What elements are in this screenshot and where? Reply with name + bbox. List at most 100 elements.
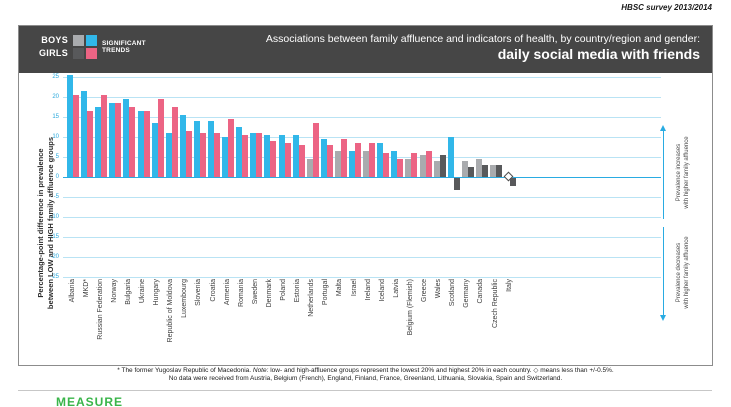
legend-swatch-girls-significant [86,48,98,59]
gridline [63,77,661,78]
increase-arrow-icon [660,125,666,131]
y-tick-label: -25 [50,273,59,280]
decrease-annotation: Prevalence decreases with higher family … [675,225,692,320]
x-axis-label-wales: Wales [435,279,443,299]
decrease-annotation-line1: Prevalence decreases [676,242,682,303]
footnote-line1-part1: * The former Yugoslav Republic of Macedo… [117,367,253,374]
x-axis-label-luxembourg: Luxembourg [181,279,189,318]
legend: BOYS GIRLS SIGNIFICANT TRENDS [39,35,146,59]
bar-boys-mkd [81,91,88,177]
bar-boys-bulgaria [123,99,130,177]
bar-boys-ireland [363,151,370,177]
decrease-arrow-shaft [663,227,664,315]
bar-boys-greece [419,155,426,177]
x-axis-label-czech-republic: Czech Republic [491,279,499,329]
legend-significant-label: SIGNIFICANT TRENDS [102,40,146,55]
gridline [63,197,661,198]
bar-girls-luxembourg [185,131,192,177]
x-axis-label-iceland: Iceland [378,279,386,302]
zero-axis-line [63,177,661,178]
decrease-arrow-icon [660,315,666,321]
legend-gender-labels: BOYS GIRLS [39,35,68,59]
bar-boys-canada [475,159,482,177]
x-axis-label-latvia: Latvia [392,279,400,298]
bar-boys-luxembourg [179,115,186,177]
x-axis-label-canada: Canada [477,279,485,304]
x-axis-label-belgium-flemish: Belgium (Flemish) [406,279,414,336]
gridline [63,277,661,278]
y-tick-label: -10 [50,213,59,220]
bar-boys-estonia [292,135,299,177]
gridline [63,117,661,118]
bar-boys-slovenia [193,121,200,177]
y-tick-label: 15 [52,113,59,120]
bar-girls-slovenia [199,133,206,177]
bar-girls-romania [242,135,249,177]
x-axis-label-ukraine: Ukraine [139,279,146,304]
bar-girls-greece [425,151,432,177]
bar-boys-republic-of-moldova [165,133,172,177]
legend-swatch-boys-significant [86,35,98,46]
x-axis-label-croatia: Croatia [209,279,217,302]
bar-boys-wales [433,161,440,177]
bar-boys-germany [461,161,468,177]
bar-girls-ireland [369,143,376,177]
bar-girls-poland [284,143,291,177]
bar-boys-romania [236,127,243,177]
footnote-note-word: Note: [252,367,269,374]
increase-annotation-line2: with higher family affluence [684,136,690,209]
gridline [63,97,661,98]
bar-boys-ukraine [137,111,144,177]
gridline [63,157,661,158]
bar-boys-portugal [320,139,327,177]
bar-boys-armenia [222,137,229,177]
y-tick-label: 10 [52,133,59,140]
gridline [63,237,661,238]
x-axis-label-hungary: Hungary [153,279,161,306]
x-axis-label-estonia: Estonia [294,279,302,303]
bar-boys-russian-federation [95,107,102,177]
bar-girls-russian-federation [101,95,108,177]
bar-girls-iceland [383,153,390,177]
x-axis-label-albania: Albania [68,279,76,303]
x-axis-label-malta: Malta [336,279,344,297]
bar-boys-denmark [264,135,271,177]
bar-girls-wales [439,155,446,177]
x-axis-label-norway: Norway [110,279,118,303]
x-axis-label-mkd: MKD* [82,279,90,298]
bar-girls-portugal [326,145,333,177]
bar-boys-iceland [377,143,384,177]
gridline [63,137,661,138]
y-tick-label: -20 [50,253,59,260]
bar-girls-latvia [397,159,404,177]
increase-annotation-line1: Prevalence increases [676,143,682,202]
bar-boys-malta [334,151,341,177]
y-tick-label: -5 [53,193,59,200]
chart-title: Associations between family affluence an… [265,33,700,45]
footnote-line2: No data were received from Austria, Belg… [168,375,563,382]
bar-girls-croatia [214,133,220,177]
x-axis-label-portugal: Portugal [322,279,330,306]
x-axis-label-italy: Italy [505,279,513,292]
bar-boys-czech-republic [490,165,496,177]
x-axis-label-ireland: Ireland [364,279,372,301]
x-axis-label-sweden: Sweden [251,279,259,305]
x-axis-label-israel: Israel [350,279,358,297]
chart-header-bar: BOYS GIRLS SIGNIFICANT TRENDS Associatio… [19,26,712,73]
chart-subtitle: daily social media with friends [497,46,700,62]
decrease-annotation-line2: with higher family affluence [684,236,690,309]
bar-girls-italy [510,178,517,186]
y-tick-label: 25 [52,73,59,80]
x-axis-label-slovenia: Slovenia [195,279,203,306]
x-axis-label-denmark: Denmark [265,279,273,308]
y-tick-label: 0 [55,173,59,180]
bar-boys-poland [278,135,285,177]
x-axis-label-armenia: Armenia [223,279,231,306]
increase-arrow-shaft [663,131,664,219]
bar-boys-hungary [151,123,158,177]
bar-girls-sweden [256,133,263,177]
bar-girls-czech-republic [496,165,502,177]
legend-significant-line2: TRENDS [102,47,130,54]
x-axis-label-poland: Poland [280,279,287,301]
